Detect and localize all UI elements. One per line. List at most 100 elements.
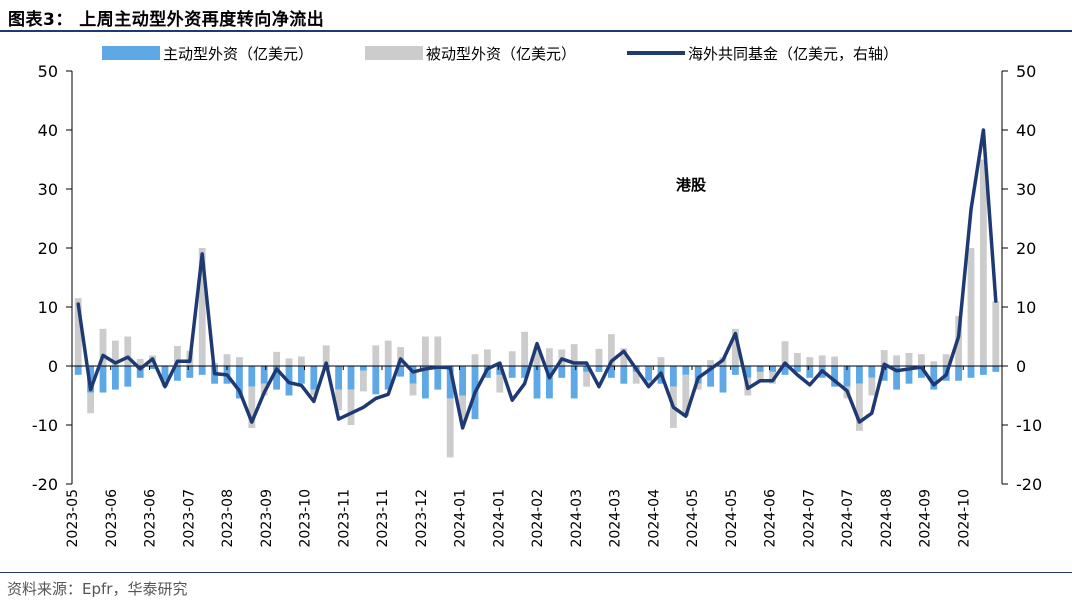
- bar-passive: [335, 389, 343, 411]
- x-tick-label: 2024-05: [724, 489, 740, 548]
- bar-active: [273, 366, 281, 390]
- bar-passive: [967, 248, 975, 366]
- bar-passive: [707, 360, 715, 366]
- bar-active: [124, 366, 132, 387]
- bar-passive: [793, 353, 801, 366]
- bar-active: [979, 366, 987, 375]
- bar-passive: [111, 340, 119, 366]
- y-tick-label-left: 50: [38, 62, 58, 81]
- bar-active: [694, 366, 702, 384]
- bar-active: [161, 366, 169, 381]
- bar-passive: [297, 356, 305, 366]
- bar-passive: [248, 386, 256, 428]
- bar-active: [806, 366, 814, 378]
- bar-active: [781, 366, 789, 375]
- bar-active: [868, 366, 876, 378]
- bar-passive: [855, 383, 863, 431]
- bar-passive: [620, 348, 628, 366]
- bar-passive: [136, 358, 144, 366]
- bar-active: [583, 366, 591, 372]
- x-tick-label: 2023-09: [259, 489, 275, 548]
- y-tick-label-left: 20: [38, 239, 58, 258]
- bar-passive: [607, 334, 615, 366]
- bar-active: [335, 366, 343, 390]
- bar-active: [397, 366, 405, 377]
- x-tick-label: 2024-05: [685, 489, 701, 548]
- y-tick-label-right: -20: [1016, 475, 1042, 494]
- legend-swatch-passive: [365, 46, 423, 60]
- bar-active: [744, 366, 752, 378]
- bar-passive: [893, 355, 901, 366]
- bar-passive: [917, 354, 925, 366]
- bar-passive: [694, 383, 702, 390]
- bar-passive: [384, 340, 392, 366]
- bar-active: [831, 366, 839, 387]
- x-tick-label: 2023-06: [143, 489, 159, 548]
- bar-passive: [831, 356, 839, 366]
- bar-passive: [223, 354, 231, 366]
- bar-active: [310, 366, 318, 390]
- bar-passive: [682, 374, 690, 417]
- legend-label-fund: 海外共同基金（亿美元，右轴）: [688, 45, 898, 63]
- bar-active: [372, 366, 380, 395]
- bar-active: [570, 366, 578, 399]
- y-tick-label-left: 30: [38, 180, 58, 199]
- x-tick-label: 2023-12: [414, 489, 430, 548]
- bar-active: [521, 366, 529, 378]
- bar-passive: [930, 361, 938, 366]
- bar-passive: [731, 328, 739, 366]
- bar-active: [136, 366, 144, 378]
- x-tick-label: 2023-05: [65, 489, 81, 548]
- bar-passive: [756, 371, 764, 383]
- bar-passive: [359, 370, 367, 392]
- bar-passive: [632, 371, 640, 384]
- source-note: 资料来源：Epfr，华泰研究: [7, 580, 188, 598]
- bar-passive: [583, 371, 591, 387]
- bar-passive: [471, 354, 479, 366]
- bar-passive: [459, 395, 467, 423]
- bar-passive: [74, 298, 82, 366]
- x-tick-label: 2023-10: [298, 489, 314, 548]
- bar-passive: [273, 351, 281, 366]
- bar-active: [905, 366, 913, 384]
- line-fund: [76, 128, 998, 430]
- bar-active: [620, 366, 628, 384]
- bar-active: [111, 366, 119, 390]
- bar-active: [198, 366, 206, 375]
- x-tick-label: 2024-04: [646, 489, 662, 548]
- x-tick-label: 2024-03: [608, 489, 624, 548]
- legend-label-passive: 被动型外资（亿美元）: [426, 45, 576, 63]
- bar-active: [843, 366, 851, 387]
- bar-active: [893, 366, 901, 390]
- bar-passive: [310, 389, 318, 396]
- bar-active: [769, 366, 777, 372]
- bar-active: [595, 366, 603, 372]
- bar-active: [992, 366, 1000, 372]
- legend: 主动型外资（亿美元） 被动型外资（亿美元） 海外共同基金（亿美元，右轴）: [102, 45, 898, 63]
- y-tick-label-right: 50: [1016, 62, 1036, 81]
- bar-passive: [446, 398, 454, 458]
- line-layer: [76, 128, 998, 430]
- x-tick-label: 2023-11: [336, 489, 352, 548]
- bar-passive: [372, 345, 380, 366]
- bar-active: [359, 366, 367, 371]
- bar-active: [260, 366, 268, 384]
- bar-passive: [347, 389, 355, 425]
- bar-passive: [99, 328, 107, 366]
- y-tick-label-left: -10: [32, 416, 58, 435]
- bar-active: [955, 366, 963, 381]
- bar-passive: [942, 354, 950, 366]
- bars-layer: [74, 159, 1000, 458]
- x-tick-label: 2023-07: [181, 489, 197, 548]
- legend-label-active: 主动型外资（亿美元）: [163, 45, 313, 63]
- bar-active: [793, 366, 801, 372]
- legend-swatch-active: [102, 46, 160, 60]
- bar-active: [173, 366, 181, 381]
- bar-passive: [173, 345, 181, 366]
- bar-active: [880, 366, 888, 381]
- bar-passive: [421, 336, 429, 366]
- bar-active: [421, 366, 429, 399]
- x-tick-label: 2024-01: [491, 489, 507, 548]
- title-rule: [0, 30, 1072, 32]
- bar-passive: [235, 357, 243, 366]
